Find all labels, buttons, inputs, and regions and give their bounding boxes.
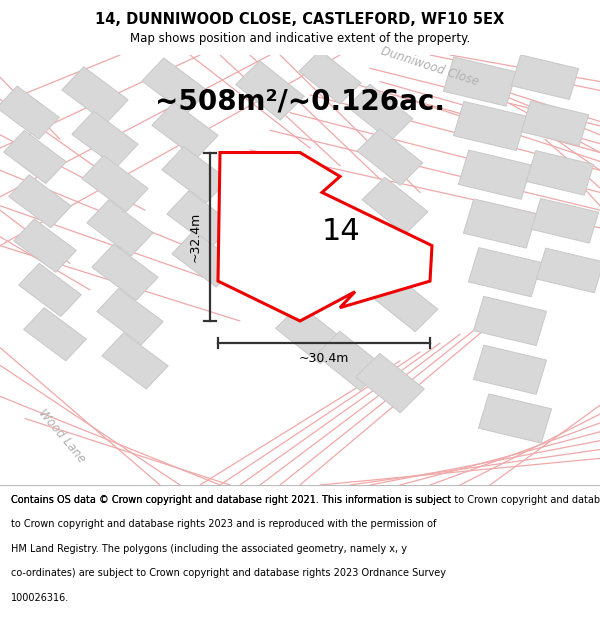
Text: ~30.4m: ~30.4m: [299, 352, 349, 365]
Polygon shape: [236, 61, 304, 120]
Text: Wood Lane: Wood Lane: [36, 407, 88, 466]
Polygon shape: [356, 353, 424, 412]
Polygon shape: [167, 191, 233, 247]
Polygon shape: [142, 58, 208, 114]
Polygon shape: [316, 331, 385, 391]
Polygon shape: [473, 296, 547, 346]
Polygon shape: [82, 156, 148, 212]
Polygon shape: [14, 219, 76, 272]
Polygon shape: [532, 199, 599, 243]
Polygon shape: [4, 131, 67, 184]
Polygon shape: [347, 84, 413, 141]
Polygon shape: [443, 57, 517, 106]
Polygon shape: [536, 248, 600, 292]
Polygon shape: [463, 199, 536, 248]
Polygon shape: [172, 231, 238, 287]
Text: Contains OS data © Crown copyright and database right 2021. This information is : Contains OS data © Crown copyright and d…: [11, 495, 600, 505]
Polygon shape: [92, 244, 158, 300]
Polygon shape: [23, 308, 86, 361]
Polygon shape: [362, 177, 428, 234]
Polygon shape: [162, 147, 228, 202]
Polygon shape: [0, 86, 59, 139]
Text: to Crown copyright and database rights 2023 and is reproduced with the permissio: to Crown copyright and database rights 2…: [11, 519, 436, 529]
Polygon shape: [19, 263, 82, 316]
Text: ~32.4m: ~32.4m: [189, 212, 202, 262]
Polygon shape: [299, 50, 361, 104]
Polygon shape: [72, 111, 138, 168]
Polygon shape: [367, 226, 433, 283]
Polygon shape: [8, 175, 71, 228]
Polygon shape: [97, 289, 163, 344]
Polygon shape: [511, 55, 578, 99]
Polygon shape: [102, 332, 168, 389]
Text: 100026316.: 100026316.: [11, 592, 69, 602]
Text: Dunniwood Close: Dunniwood Close: [379, 44, 481, 89]
Text: HM Land Registry. The polygons (including the associated geometry, namely x, y: HM Land Registry. The polygons (includin…: [11, 544, 407, 554]
Polygon shape: [526, 151, 593, 195]
Polygon shape: [458, 150, 532, 199]
Polygon shape: [469, 248, 542, 297]
Polygon shape: [62, 67, 128, 123]
Text: Map shows position and indicative extent of the property.: Map shows position and indicative extent…: [130, 32, 470, 45]
Polygon shape: [372, 275, 438, 332]
Polygon shape: [478, 394, 551, 443]
Polygon shape: [357, 129, 423, 186]
Text: 14: 14: [322, 217, 360, 246]
Polygon shape: [521, 101, 589, 146]
Polygon shape: [454, 101, 527, 151]
Polygon shape: [152, 102, 218, 158]
Polygon shape: [87, 200, 153, 256]
Text: co-ordinates) are subject to Crown copyright and database rights 2023 Ordnance S: co-ordinates) are subject to Crown copyr…: [11, 568, 446, 578]
Polygon shape: [473, 345, 547, 394]
Polygon shape: [218, 152, 432, 321]
Polygon shape: [275, 304, 344, 364]
Text: Contains OS data © Crown copyright and database right 2021. This information is : Contains OS data © Crown copyright and d…: [11, 495, 451, 505]
Text: ~508m²/~0.126ac.: ~508m²/~0.126ac.: [155, 88, 445, 116]
Text: 14, DUNNIWOOD CLOSE, CASTLEFORD, WF10 5EX: 14, DUNNIWOOD CLOSE, CASTLEFORD, WF10 5E…: [95, 12, 505, 27]
